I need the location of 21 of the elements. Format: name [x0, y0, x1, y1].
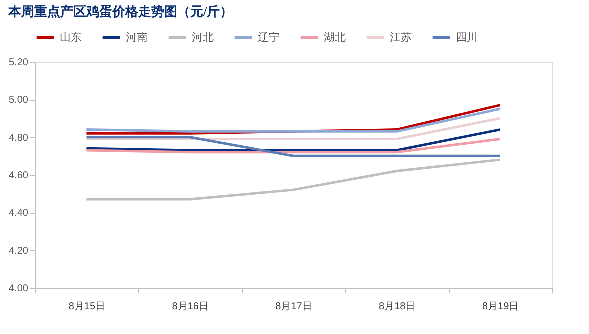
- y-tick-label: 4.80: [9, 132, 29, 144]
- y-tick-label: 5.00: [9, 95, 29, 106]
- y-tick-label: 5.20: [9, 58, 29, 68]
- legend-label: 四川: [456, 30, 478, 44]
- y-tick-label: 4.20: [9, 246, 29, 257]
- y-tick-label: 4.00: [9, 284, 29, 294]
- y-tick-label: 4.40: [9, 208, 29, 220]
- x-tick-label: 8月16日: [172, 302, 209, 312]
- legend-label: 江苏: [390, 30, 412, 44]
- legend-label: 湖北: [324, 30, 346, 44]
- x-tick-label: 8月19日: [482, 302, 520, 312]
- legend-label: 河南: [126, 30, 148, 44]
- legend-label: 山东: [60, 30, 82, 44]
- x-tick-label: 8月18日: [379, 302, 416, 312]
- y-tick-label: 4.60: [9, 170, 29, 182]
- legend-label: 河北: [192, 30, 214, 44]
- x-tick-label: 8月15日: [68, 302, 106, 312]
- chart-title: 本周重点产区鸡蛋价格走势图（元/斤）: [8, 4, 234, 19]
- line-series: [85, 158, 502, 201]
- x-tick-label: 8月17日: [276, 302, 312, 312]
- legend-label: 辽宁: [258, 30, 280, 44]
